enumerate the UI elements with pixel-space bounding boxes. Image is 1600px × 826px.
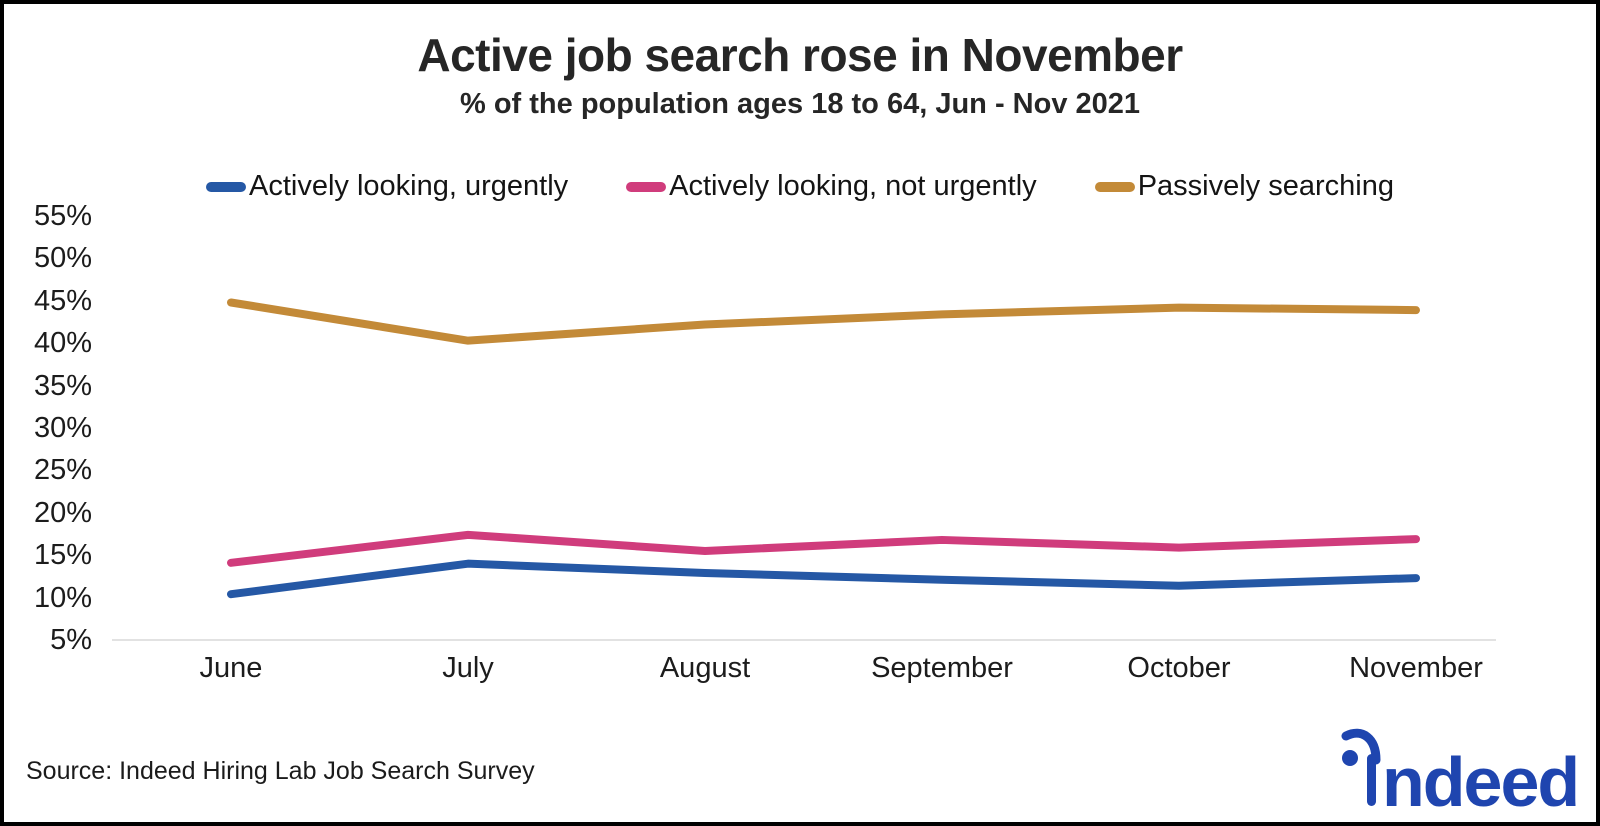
y-tick-label: 15%: [33, 539, 92, 572]
series-line-1: [227, 530, 1420, 567]
indeed-logo-graphic: ndeed: [1341, 728, 1580, 821]
legend: Actively looking, urgently Actively looki…: [4, 170, 1596, 203]
legend-item-0: Actively looking, urgently: [206, 170, 568, 203]
y-tick-label: 35%: [33, 369, 92, 402]
y-tick-label: 20%: [33, 496, 92, 529]
legend-label: Actively looking, urgently: [249, 170, 569, 202]
y-tick-label: 40%: [33, 327, 92, 360]
chart-title: Active job search rose in November: [417, 29, 1183, 81]
legend-swatch-icon: [626, 181, 667, 192]
indeed-logo: ndeed: [1336, 720, 1580, 822]
y-tick-label: 55%: [33, 200, 92, 232]
indeed-logo-i-stem: [1367, 754, 1376, 806]
y-tick-label: 5%: [50, 624, 92, 656]
legend-swatch-icon: [1094, 181, 1135, 192]
x-tick-label: September: [871, 652, 1013, 684]
legend-item-2: Passively searching: [1094, 170, 1394, 203]
legend-item-1: Actively looking, not urgently: [626, 170, 1037, 203]
series-line-2: [227, 298, 1420, 345]
legend-label: Actively looking, not urgently: [669, 170, 1037, 202]
y-tick-label: 45%: [33, 284, 92, 317]
line-plot: [112, 298, 1496, 641]
legend-swatch-icon: [206, 181, 246, 192]
y-tick-label: 50%: [33, 242, 92, 275]
series-line-0: [227, 559, 1420, 599]
y-tick-label: 25%: [33, 454, 92, 487]
x-tick-label: June: [199, 652, 263, 684]
chart-subtitle: % of the population ages 18 to 64, Jun -…: [459, 88, 1141, 120]
x-tick-label: July: [442, 652, 494, 684]
x-tick-label: August: [659, 652, 751, 684]
indeed-logo-text: ndeed: [1382, 743, 1576, 820]
source-note: Source: Indeed Hiring Lab Job Search Sur…: [26, 757, 535, 785]
indeed-logo-swoosh: [1341, 728, 1381, 765]
indeed-logo-dot: [1342, 750, 1358, 766]
x-tick-label: November: [1349, 652, 1483, 684]
legend-label: Passively searching: [1137, 170, 1394, 202]
y-tick-label: 10%: [33, 581, 92, 614]
x-tick-label: October: [1127, 652, 1231, 684]
y-tick-label: 30%: [33, 412, 92, 444]
